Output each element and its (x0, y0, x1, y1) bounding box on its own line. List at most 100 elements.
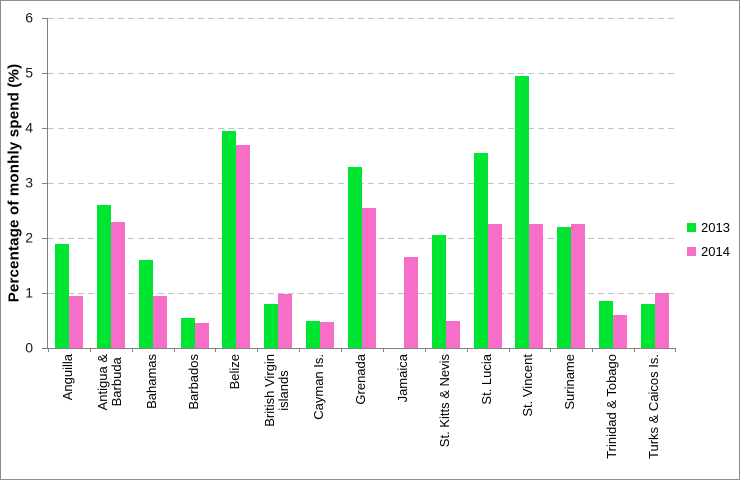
y-tick-label-3: 3 (25, 174, 33, 191)
legend-row-2013: 2013 (687, 215, 730, 239)
x-axis-tick (508, 348, 510, 352)
y-axis-tick (42, 72, 48, 74)
bar-2013-trinidad-tobago (599, 301, 614, 348)
x-axis-tick (550, 348, 552, 352)
x-axis-tick (131, 348, 133, 352)
x-axis-tick (592, 348, 594, 352)
y-axis-tick-labels: 0 1 2 3 4 5 6 (1, 10, 40, 356)
bar-2014-anguilla (68, 295, 83, 348)
bar-2013-barbados (180, 317, 195, 348)
legend-marker-2013 (687, 222, 696, 232)
x-label-cell-british-virgin-islands: British Virgin islands (256, 354, 298, 427)
bar-2013-grenada (348, 166, 362, 348)
y-axis-tick (42, 127, 48, 129)
x-label-cell-jamaica: Jamaica (382, 354, 424, 402)
x-axis-tick (89, 348, 91, 352)
x-axis-tick (173, 348, 175, 352)
bar-2013-bahamas (138, 260, 153, 348)
bar-2013-suriname (557, 227, 572, 348)
bar-2014-cayman-is (320, 321, 335, 348)
bar-2014-barbados (194, 323, 209, 348)
bar-2013-anguilla (54, 243, 69, 348)
x-tick-label: St. Kitts & Nevis (436, 354, 452, 448)
x-label-cell-trinidad-tobago: Trinidad & Tobago (591, 354, 633, 459)
x-tick-label: Antigua & Barbuda (94, 354, 124, 411)
legend-marker-2014 (687, 246, 696, 256)
x-label-cell-st-vincent: St. Vincent (507, 354, 549, 417)
bar-2014-antigua-barbuda (110, 221, 125, 348)
bar-2013-st-lucia (473, 152, 488, 348)
x-axis-tick (299, 348, 301, 352)
y-tick-label-4: 4 (25, 119, 33, 136)
bar-2014-st-vincent (529, 224, 544, 348)
y-tick-label-0: 0 (25, 339, 33, 356)
bar-2014-trinidad-tobago (613, 315, 628, 348)
x-axis-tick (257, 348, 259, 352)
x-tick-label: St. Lucia (478, 354, 494, 405)
x-tick-label: Cayman Is. (311, 354, 327, 420)
y-axis-tick (42, 17, 48, 19)
y-axis-tick (42, 182, 48, 184)
x-tick-label: British Virgin islands (262, 354, 292, 427)
x-axis-labels: Anguilla Antigua & Barbuda Bahamas Barbados… (47, 354, 675, 459)
x-label-cell-grenada: Grenada (340, 354, 382, 405)
bar-2014-st-kitts-nevis (445, 320, 460, 348)
x-label-cell-belize: Belize (214, 354, 256, 389)
bar-2014-turks-caicos-is (655, 293, 670, 348)
x-axis-tick (675, 348, 676, 352)
gridline-y6 (48, 17, 676, 19)
x-tick-label: Belize (227, 354, 243, 390)
x-tick-label: Trinidad & Tobago (604, 354, 620, 459)
x-label-cell-bahamas: Bahamas (131, 354, 173, 409)
x-axis-tick (466, 348, 468, 352)
bar-2013-british-virgin-islands (264, 304, 279, 348)
gridline-y5 (48, 72, 676, 74)
bar-2013-antigua-barbuda (96, 205, 111, 348)
y-tick-label-5: 5 (25, 64, 33, 81)
bar-2014-st-lucia (487, 224, 502, 348)
x-label-cell-anguilla: Anguilla (47, 354, 89, 400)
x-tick-label: Bahamas (143, 354, 159, 409)
x-tick-label: Jamaica (394, 354, 410, 403)
bar-2014-bahamas (152, 295, 167, 348)
x-label-cell-turks-caicos-is: Turks & Caicos Is. (633, 354, 675, 459)
x-label-cell-antigua-barbuda: Antigua & Barbuda (89, 354, 131, 410)
bar-2014-grenada (362, 207, 376, 348)
bar-2013-st-kitts-nevis (431, 235, 446, 348)
legend-label-2014: 2014 (701, 243, 730, 259)
y-axis-tick (42, 237, 48, 239)
x-tick-label: Turks & Caicos Is. (645, 354, 661, 459)
x-label-cell-suriname: Suriname (549, 354, 591, 410)
bar-2014-british-virgin-islands (278, 294, 293, 348)
bar-2013-turks-caicos-is (641, 304, 656, 348)
x-axis-tick (634, 348, 636, 352)
x-tick-label: Anguilla (59, 354, 75, 401)
x-tick-label: Suriname (562, 354, 578, 410)
y-axis-tick (42, 347, 48, 349)
gridline-y3 (48, 182, 676, 184)
x-axis-tick (48, 348, 49, 352)
x-label-cell-cayman-is: Cayman Is. (298, 354, 340, 420)
x-tick-label: St. Vincent (520, 354, 536, 417)
x-axis-tick (215, 348, 217, 352)
bar-2013-st-vincent (515, 75, 530, 348)
legend-row-2014: 2014 (687, 239, 730, 263)
x-label-cell-st-kitts-nevis: St. Kitts & Nevis (424, 354, 466, 447)
y-tick-label-6: 6 (25, 9, 33, 26)
legend: 2013 2014 (687, 215, 730, 263)
y-tick-label-2: 2 (25, 229, 33, 246)
bar-2014-jamaica (403, 257, 418, 348)
x-tick-label: Barbados (185, 354, 201, 410)
bar-2014-suriname (571, 224, 586, 348)
x-axis-tick (341, 348, 343, 352)
legend-label-2013: 2013 (701, 219, 730, 235)
y-axis-tick (42, 292, 48, 294)
x-axis-tick (424, 348, 426, 352)
bar-2013-cayman-is (306, 320, 321, 348)
x-label-cell-st-lucia: St. Lucia (466, 354, 508, 405)
y-tick-label-1: 1 (25, 284, 33, 301)
x-label-cell-barbados: Barbados (173, 354, 215, 410)
bar-2014-belize (236, 144, 251, 348)
bar-2013-belize (222, 130, 237, 348)
